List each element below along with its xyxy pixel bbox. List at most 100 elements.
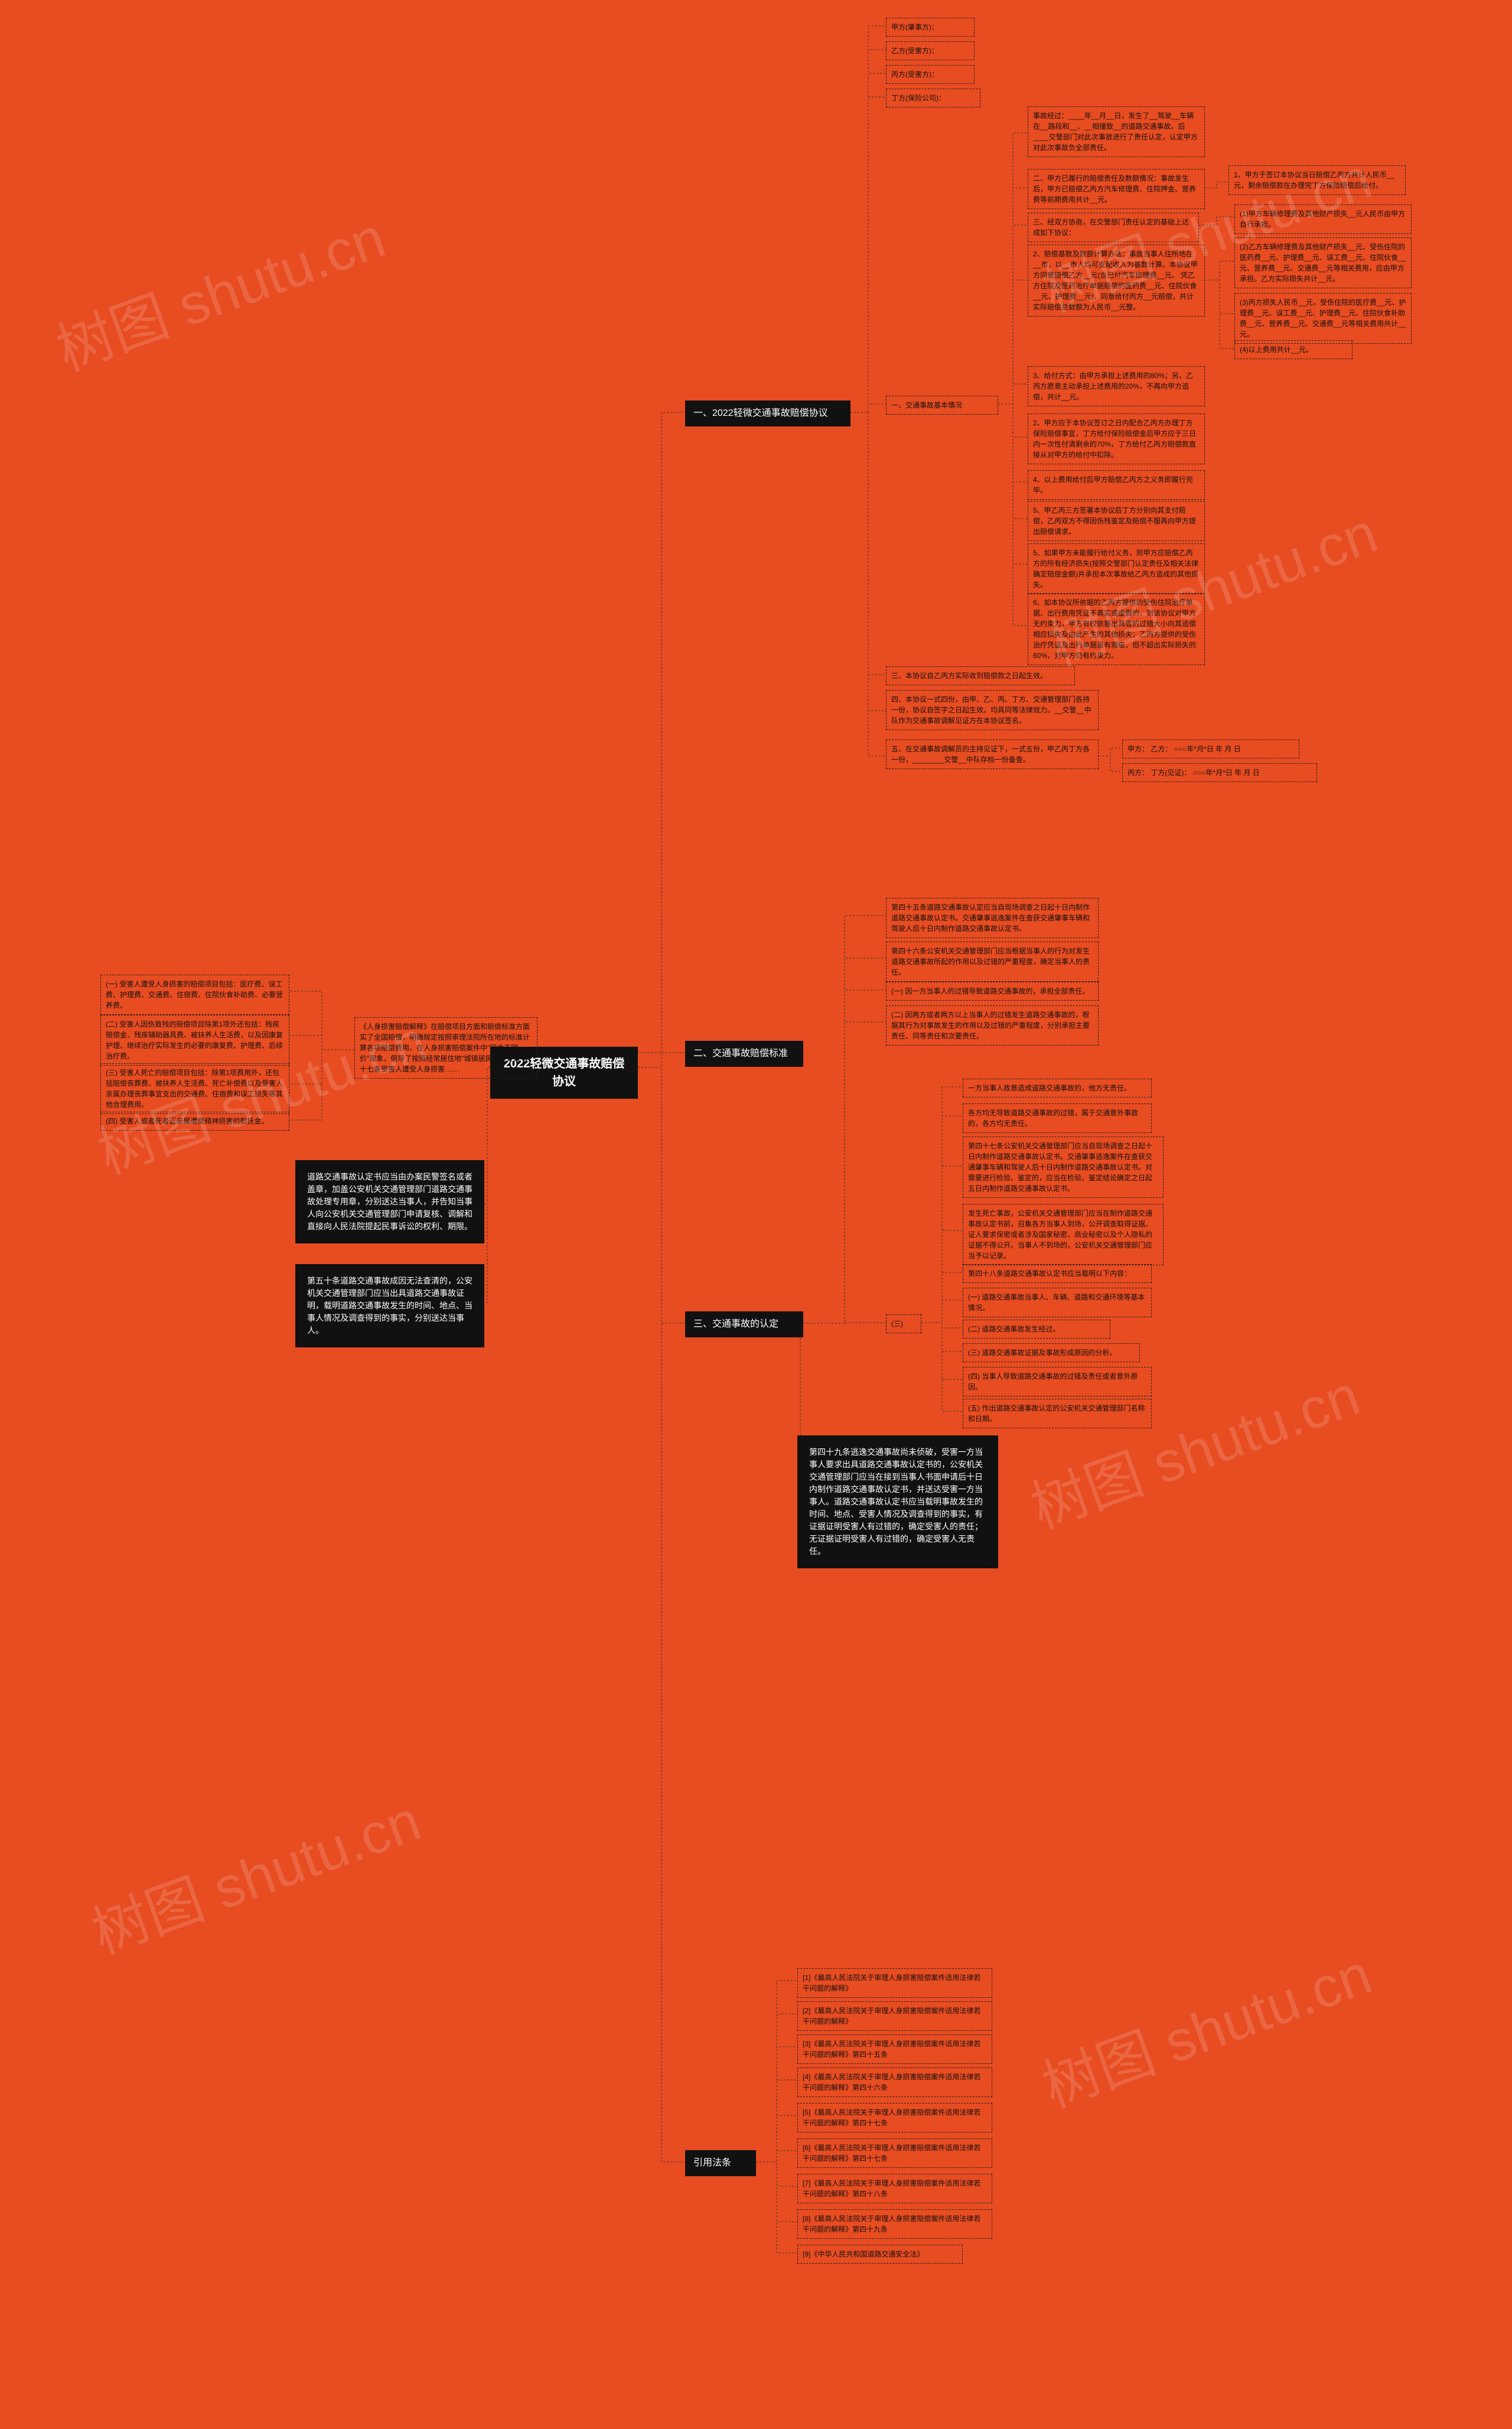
connector: [756, 2014, 797, 2162]
connector: [756, 2162, 797, 2253]
connector: [803, 990, 886, 1323]
connector: [921, 1323, 963, 1352]
connector: [484, 1067, 490, 1303]
mindmap-node-a531: (1)甲方车辆修理费及其他财产损失__元人民币由甲方自行承担。: [1234, 204, 1412, 234]
mindmap-node-m4: 引用法条: [685, 2150, 756, 2176]
connector: [921, 1166, 963, 1323]
mindmap-node-a510: 6、如本协议所依据的乙丙方提供的受伤住院治疗单据、出行费用凭证不真实或虚假的，则…: [1028, 593, 1205, 665]
mindmap-node-c3: (一) 因一方当事人的过错导致道路交通事故的，承担全部责任。: [886, 982, 1099, 1001]
mindmap-node-c54: 发生死亡事故，公安机关交通管理部门应当在制作道路交通事故认定书前，召集各方当事人…: [963, 1204, 1164, 1265]
mindmap-node-d7: [7]《最高人民法院关于审理人身损害赔偿案件适用法律若干问题的解释》第四十八条: [797, 2174, 992, 2203]
mindmap-node-d3: [3]《最高人民法院关于审理人身损害赔偿案件适用法律若干问题的解释》第四十五条: [797, 2034, 992, 2064]
mindmap-node-a56: 2、甲方应于本协议签订之日内配合乙丙方办理丁方保险赔偿事宜，丁方给付保险赔偿金后…: [1028, 413, 1205, 464]
mindmap-node-c51: 一方当事人故意造成道路交通事故的，他方无责任。: [963, 1079, 1152, 1098]
connector: [756, 2047, 797, 2162]
mindmap-node-a8: 五、在交通事故调解员的主持见证下，一式五份，甲乙丙丁方各一份，________交…: [886, 740, 1099, 769]
mindmap-node-c58: (三) 道路交通事故证据及事故形成原因的分析。: [963, 1343, 1140, 1362]
connector: [289, 1050, 354, 1120]
mindmap-node-c53: 第四十七条公安机关交通管理部门应当自现场调查之日起十日内制作道路交通事故认定书。…: [963, 1137, 1164, 1198]
mindmap-node-b14: (四) 受害人或者死者近亲属遭受精神损害的慰抚金。: [100, 1112, 289, 1131]
mindmap-node-a53: 三、经双方协商，在交警部门责任认定的基础上达成如下协议：: [1028, 213, 1199, 242]
mindmap-node-b11: (一) 受害人遭受人身损害的赔偿项目包括：医疗费、误工费、护理费、交通费、住宿费…: [100, 975, 289, 1015]
mindmap-node-b12: (二) 受害人因伤致残的赔偿项目除第1项外还包括：残疾赔偿金、残疾辅助器具费、被…: [100, 1015, 289, 1066]
mindmap-node-c57: (二) 道路交通事故发生经过。: [963, 1320, 1110, 1339]
connector: [998, 404, 1028, 519]
connector: [756, 1981, 797, 2162]
watermark-text: 树图 shutu.cn: [79, 1775, 430, 1970]
mindmap-node-a542: (3)丙方损失人民币__元，受伤住院的医疗费__元、护理费__元、误工费__元、…: [1234, 293, 1412, 344]
connector: [638, 412, 685, 1067]
connector: [998, 188, 1028, 404]
connector: [998, 384, 1028, 404]
mindmap-node-c55: 第四十八条道路交通事故认定书应当载明以下内容：: [963, 1264, 1152, 1283]
mindmap-node-c4: (二) 因两方或者两方以上当事人的过错发生道路交通事故的，根据其行为对事故发生的…: [886, 1005, 1099, 1046]
mindmap-node-c56: (一) 道路交通事故当事人、车辆、道路和交通环境等基本情况。: [963, 1288, 1152, 1317]
mindmap-node-a81: 甲方： 乙方： ○○○年*月*日 年 月 日: [1122, 740, 1299, 758]
mindmap-node-c5: (三): [886, 1314, 921, 1333]
connector: [289, 1036, 354, 1050]
mindmap-node-d8: [8]《最高人民法院关于审理人身损害赔偿案件适用法律若干问题的解释》第四十九条: [797, 2209, 992, 2239]
connector: [998, 404, 1028, 437]
connector-layer: [0, 0, 1512, 2429]
mindmap-node-c59: (四) 当事人导致道路交通事故的过错及责任或者意外原因。: [963, 1367, 1152, 1396]
mindmap-node-a4: 丁方(保险公司)：: [886, 89, 980, 108]
mindmap-node-a52: 二、甲方已履行的赔偿责任及数额情况：事故发生后，甲方已赔偿乙丙方汽车修理费、住院…: [1028, 169, 1205, 209]
mindmap-node-a58: 5、甲乙丙三方签署本协议后丁方分别向其支付赔偿，乙丙双方不得因伤残鉴定及赔偿不服…: [1028, 501, 1205, 541]
connector: [850, 97, 886, 412]
connector: [289, 1050, 354, 1084]
connector: [1205, 280, 1234, 349]
mindmap-node-m3: 三、交通事故的认定: [685, 1311, 803, 1337]
connector: [921, 1323, 963, 1411]
connector: [803, 958, 886, 1323]
connector: [803, 1022, 886, 1323]
connector: [289, 991, 354, 1050]
mindmap-node-a6: 三、本协议自乙丙方实际收到赔偿款之日起生效。: [886, 666, 1075, 685]
mindmap-node-a5: 一、交通事故基本情况: [886, 396, 998, 415]
connector: [921, 1300, 963, 1323]
connector: [850, 412, 886, 711]
connector: [1205, 182, 1228, 188]
connector: [998, 225, 1028, 404]
connector: [1199, 217, 1234, 225]
mindmap-node-a543: (4)以上费用共计__元。: [1234, 340, 1353, 359]
mindmap-node-a55: 3、给付方式：由甲方承担上述费用的80%；另，乙丙方愿意主动承担上述费用的20%…: [1028, 366, 1205, 406]
connector: [850, 26, 886, 412]
mindmap-node-d9: [9]《中华人民共和国道路交通安全法》: [797, 2245, 963, 2264]
mindmap-node-a57: 4、以上费用给付后甲方赔偿乙丙方之义务即履行完毕。: [1028, 470, 1205, 500]
mindmap-node-a59: 5、如果甲方未能履行给付义务，则甲方应赔偿乙丙方的所有经济损失(按照交警部门认定…: [1028, 543, 1205, 594]
mindmap-node-m1: 一、2022轻微交通事故赔偿协议: [685, 401, 850, 426]
connector: [638, 1053, 685, 1067]
connector: [998, 404, 1028, 626]
connector: [850, 73, 886, 412]
mindmap-node-blk3: 第四十九条逃逸交通事故尚未侦破，受害一方当事人要求出具道路交通事故认定书的，公安…: [797, 1435, 998, 1568]
connector: [756, 2115, 797, 2162]
connector: [850, 404, 886, 412]
connector: [756, 2151, 797, 2162]
mindmap-node-a541: (2)乙方车辆修理费及其他财产损失__元、受伤住院的医药费__元、护理费__元、…: [1234, 237, 1412, 288]
mindmap-node-d6: [6]《最高人民法院关于审理人身损害赔偿案件适用法律若干问题的解释》第四十七条: [797, 2138, 992, 2168]
mindmap-node-d5: [5]《最高人民法院关于审理人身损害赔偿案件适用法律若干问题的解释》第四十七条: [797, 2103, 992, 2132]
connector: [1205, 261, 1234, 280]
connector: [638, 1067, 685, 1323]
connector: [756, 2080, 797, 2162]
mindmap-node-a51: 事故经过：____年__月__日，发生了__驾驶__车辆在__路段和__、__相…: [1028, 106, 1205, 157]
mindmap-node-b1: 《人身损害赔偿解释》在赔偿项目方面和赔偿标准方面实了全国赔偿，明确规定按照审理法…: [354, 1017, 537, 1079]
mindmap-node-a54: 2、赔偿基数及数额计算办法：事故当事人住所地在__市，以__市人均可支配收入为基…: [1028, 245, 1205, 317]
connector: [756, 2162, 797, 2186]
connector: [998, 133, 1028, 404]
connector: [803, 916, 886, 1323]
connector: [921, 1230, 963, 1323]
mindmap-node-d2: [2]《最高人民法院关于审理人身损害赔偿案件适用法律若干问题的解释》: [797, 2001, 992, 2031]
connector: [998, 404, 1028, 482]
mindmap-node-c52: 各方均无导致道路交通事故的过错，属于交通意外事故的，各方均无责任。: [963, 1103, 1152, 1133]
connector: [484, 1067, 490, 1204]
connector: [998, 404, 1028, 564]
mindmap-node-c2: 第四十六条公安机关交通管理部门应当根据当事人的行为对发生道路交通事故所起的作用以…: [886, 942, 1099, 982]
connector: [756, 2162, 797, 2222]
connector: [1099, 756, 1122, 771]
connector: [921, 1272, 963, 1323]
mindmap-node-a82: 丙方： 丁方(见证)： ○○○年*月*日 年 月 日: [1122, 763, 1317, 782]
mindmap-node-a7: 四、本协议一式四份，由甲、乙、丙、丁方、交通管理部门各持一份，协议自签字之日起生…: [886, 690, 1099, 730]
connector: [921, 1087, 963, 1323]
connector: [998, 280, 1028, 404]
